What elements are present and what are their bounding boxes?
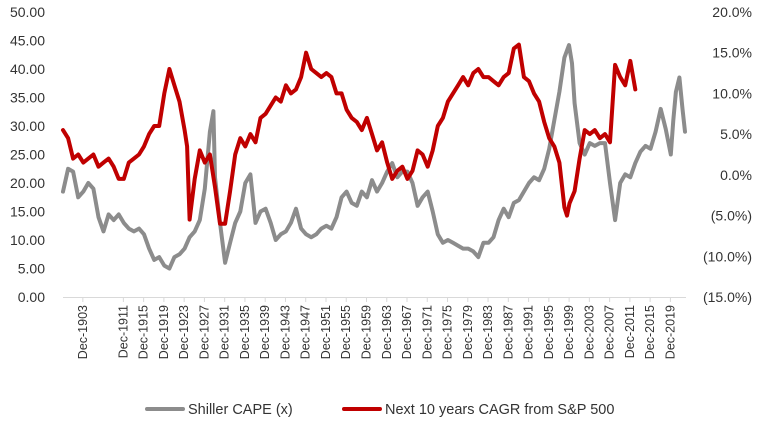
x-tick-label: Dec-1927: [197, 305, 211, 359]
x-tick-label: Dec-1915: [137, 305, 151, 359]
x-tick-label: Dec-1959: [359, 305, 373, 359]
x-tick-label: Dec-1967: [400, 305, 414, 359]
y-right-tick-label: (15.0%): [703, 289, 752, 305]
x-tick-label: Dec-1979: [461, 305, 475, 359]
x-tick-label: Dec-1919: [157, 305, 171, 359]
series-line-cagr: [61, 42, 638, 226]
legend-label: Shiller CAPE (x): [188, 402, 293, 418]
x-tick-label: Dec-1955: [339, 305, 353, 359]
x-tick-label: Dec-1951: [319, 305, 333, 359]
x-tick-label: Dec-1943: [278, 305, 292, 359]
x-tick-label: Dec-1923: [177, 305, 191, 359]
x-tick-label: Dec-1939: [258, 305, 272, 359]
y-left-tick-label: 15.00: [10, 204, 45, 220]
y-right-tick-label: (10.0%): [703, 248, 752, 264]
x-tick-label: Dec-2007: [603, 305, 617, 359]
y-left-tick-label: 20.00: [10, 175, 45, 191]
x-tick-label: Dec-1963: [380, 305, 394, 359]
series-line-cape: [61, 43, 687, 271]
y-left-tick-label: 40.00: [10, 61, 45, 77]
x-tick-label: Dec-1987: [501, 305, 515, 359]
x-tick-label: Dec-1971: [420, 305, 434, 359]
x-tick-label: Dec-1991: [522, 305, 536, 359]
y-right-tick-label: 5.0%: [720, 126, 752, 142]
y-right-tick-label: 10.0%: [712, 85, 752, 101]
left-axis-ticks: 0.00 5.00 10.00 15.00 20.00 25.00 30.00 35.00 40…: [10, 4, 45, 305]
x-tick-label: Dec-1995: [542, 305, 556, 359]
y-right-tick-label: 20.0%: [712, 4, 752, 20]
x-tick-label: Dec-1931: [218, 305, 232, 359]
x-tick-label: Dec-1935: [238, 305, 252, 359]
x-tick-label: Dec-1903: [76, 305, 90, 359]
x-tick-label: Dec-2015: [643, 305, 657, 359]
x-tick-label: Dec-1983: [481, 305, 495, 359]
y-left-tick-label: 35.00: [10, 90, 45, 106]
right-axis-ticks: (15.0%) (10.0%) (5.0%) 0.0% 5.0% 10.0% 15.0% 20…: [703, 4, 752, 305]
y-left-tick-label: 30.00: [10, 118, 45, 134]
x-tick-label: Dec-2003: [582, 305, 596, 359]
y-right-tick-label: (5.0%): [711, 208, 752, 224]
legend: Shiller CAPE (x) Next 10 years CAGR from …: [145, 402, 614, 418]
y-left-tick-label: 5.00: [18, 261, 45, 277]
x-axis-ticks: Dec-1903 Dec-1911 Dec-1915 Dec-1919 Dec-1923…: [76, 297, 677, 359]
series-layer: [61, 42, 687, 271]
legend-label: Next 10 years CAGR from S&P 500: [385, 402, 614, 418]
y-left-tick-label: 25.00: [10, 147, 45, 163]
x-tick-label: Dec-2019: [663, 305, 677, 359]
x-tick-label: Dec-1999: [562, 305, 576, 359]
y-left-tick-label: 10.00: [10, 232, 45, 248]
x-tick-label: Dec-1947: [299, 305, 313, 359]
x-tick-label: Dec-1975: [441, 305, 455, 359]
y-left-tick-label: 45.00: [10, 33, 45, 49]
y-left-tick-label: 0.00: [18, 289, 45, 305]
y-left-tick-label: 50.00: [10, 4, 45, 20]
x-tick-label: Dec-1911: [116, 305, 130, 358]
y-right-tick-label: 15.0%: [712, 45, 752, 61]
x-tick-label: Dec-2011: [623, 305, 637, 358]
y-right-tick-label: 0.0%: [720, 167, 752, 183]
